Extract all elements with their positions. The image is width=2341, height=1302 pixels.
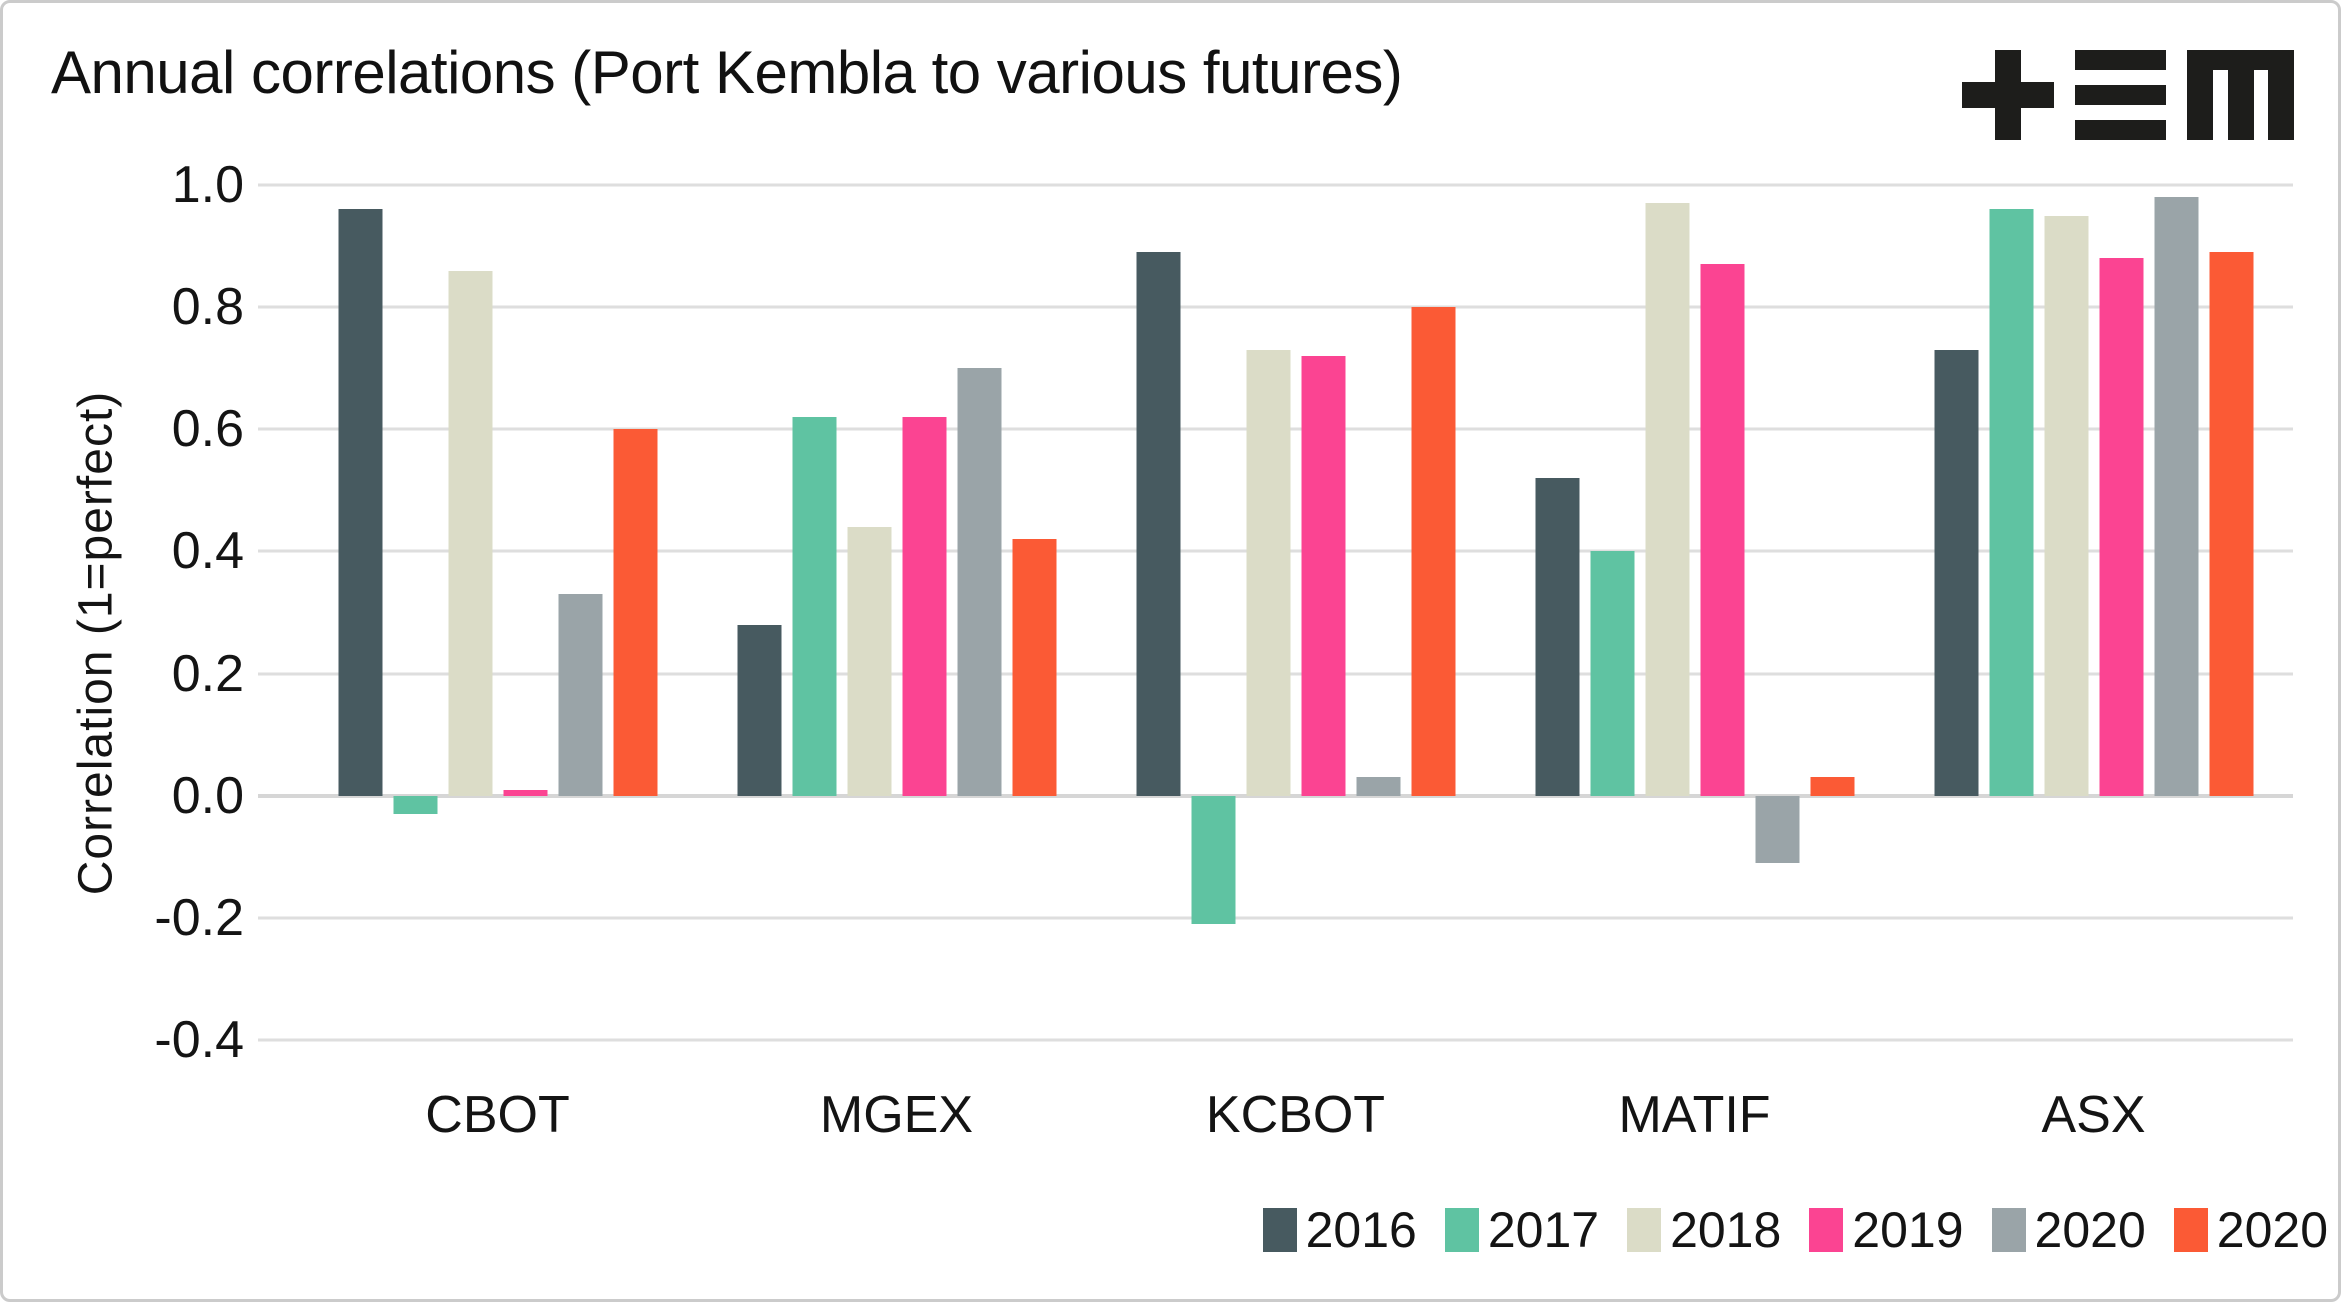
legend-label: 2020 [2216,1202,2328,1258]
legend-item-2018-s2: 2018 [1627,1201,1781,1259]
bar-mgex-2017-s1 [792,417,836,796]
bar-matif-2020-s4 [1755,795,1799,863]
x-label-cbot: CBOT [425,1086,570,1144]
legend-label: 2017 [1487,1202,1600,1258]
bar-kcbot-2017-s1 [1191,795,1235,924]
plus-icon [1962,50,2054,140]
legend-label: 2016 [1305,1202,1417,1258]
legend-item-2017-s1: 2017 [1444,1201,1600,1259]
chart-title: Annual correlations (Port Kembla to vari… [51,39,1403,106]
bar-asx-2016-s0 [1934,349,1978,796]
legend: 2016 2017 2018 2019 2020 2020 [1262,1201,2328,1259]
gridline [258,305,2293,309]
bar-mgex-2018-s2 [847,527,891,796]
bar-kcbot-2020-s5 [1411,307,1455,796]
x-label-mgex: MGEX [819,1086,974,1144]
bar-asx-2017-s1 [1989,209,2033,796]
bar-group-matif [1495,185,1894,1040]
bar-cbot-2017-s1 [393,795,437,815]
legend-swatch [1444,1208,1479,1252]
bar-mgex-2020-s5 [1012,539,1056,796]
y-tick-label: 0.2 [171,644,244,703]
legend-item-2020-s4: 2020 [1991,1201,2146,1259]
y-tick-label: -0.4 [154,1011,244,1069]
legend-label: 2019 [1852,1202,1964,1258]
y-axis-title: Correlation (1=perfect) [69,390,123,896]
x-label-kcbot: KCBOT [1205,1086,1386,1144]
bar-mgex-2019-s3 [902,417,946,796]
bar-mgex-2016-s0 [737,624,781,796]
zero-gridline [258,793,2293,798]
bar-asx-2020-s5 [2209,252,2253,796]
bar-matif-2019-s3 [1700,264,1744,796]
bar-asx-2020-s4 [2154,197,2198,796]
y-tick-label: 0.8 [171,278,244,337]
legend-swatch [1627,1208,1662,1252]
tem-logo [1962,50,2294,140]
bar-kcbot-2020-s4 [1356,777,1400,796]
bar-cbot-2019-s3 [503,789,547,796]
gridline [258,916,2293,920]
bar-matif-2016-s0 [1535,478,1579,796]
y-tick-label: 0.0 [171,766,244,825]
legend-swatch [1809,1208,1844,1252]
bar-matif-2017-s1 [1590,551,1634,796]
legend-swatch [1991,1208,2026,1252]
legend-item-2019-s3: 2019 [1809,1201,1964,1259]
bar-group-mgex [697,185,1096,1040]
bar-asx-2018-s2 [2044,215,2088,796]
legend-label: 2020 [2034,1202,2146,1258]
y-tick-label: 1.0 [171,156,244,214]
bar-cbot-2020-s4 [558,594,602,796]
legend-swatch [2173,1208,2208,1252]
bar-asx-2019-s3 [2099,258,2143,796]
y-tick-label: -0.2 [154,888,244,947]
bar-kcbot-2019-s3 [1301,356,1345,796]
bar-matif-2020-s5 [1810,777,1854,796]
y-tick-label: 0.6 [171,400,244,459]
bar-matif-2018-s2 [1645,203,1689,796]
x-label-asx: ASX [2041,1086,2146,1144]
bar-mgex-2020-s4 [957,368,1001,796]
bar-cbot-2018-s2 [448,270,492,796]
bar-cbot-2020-s5 [613,429,657,796]
triple-bar-icon [2075,50,2166,140]
bar-group-asx [1894,185,2293,1040]
legend-swatch [1262,1208,1297,1252]
bar-kcbot-2016-s0 [1136,252,1180,796]
plot-area: 1.0 0.8 0.6 0.4 0.2 0.0 -0.2 -0.4 [154,156,2293,1069]
bar-group-kcbot [1096,185,1495,1040]
blocky-m-icon [2187,50,2294,140]
bar-kcbot-2018-s2 [1246,349,1290,796]
gridline [258,1038,2293,1042]
gridline [258,183,2293,187]
bars-layer [298,185,2293,1040]
x-label-matif: MATIF [1618,1086,1771,1144]
legend-label: 2018 [1670,1202,1782,1258]
legend-item-2016-s0: 2016 [1262,1201,1417,1259]
legend-item-2020-s5: 2020 [2173,1201,2328,1259]
y-tick-label: 0.4 [171,522,244,581]
bar-group-cbot [298,185,697,1040]
x-axis-labels: CBOT MGEX KCBOT MATIF ASX [298,1085,2293,1145]
bar-cbot-2016-s0 [338,209,382,796]
